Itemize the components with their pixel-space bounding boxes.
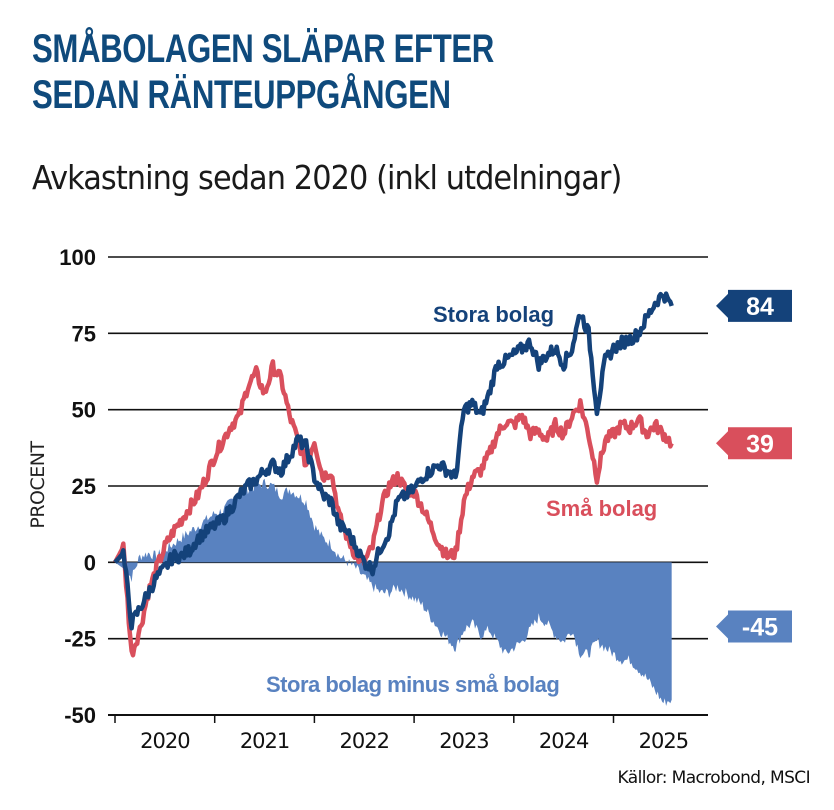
- x-tick-label: 2024: [539, 729, 589, 753]
- diff-area: [115, 478, 672, 706]
- y-tick-label: 0: [84, 550, 96, 575]
- y-tick-label: 75: [72, 321, 96, 346]
- x-tick-label: 2022: [340, 729, 389, 753]
- line-stora-bolag: [113, 291, 674, 631]
- end-label-tag: [716, 610, 792, 643]
- series-lines: [113, 291, 674, 658]
- x-tick-label: 2025: [639, 729, 688, 753]
- end-label-1: 39: [716, 427, 792, 460]
- end-label-tag: [716, 289, 792, 322]
- y-tick-labels: 100 75 50 25 0 -25 -50: [59, 245, 96, 728]
- x-tick-label: 2020: [140, 729, 189, 753]
- x-tick-label: 2023: [439, 729, 488, 753]
- end-labels: 84 39 -45: [716, 289, 792, 643]
- x-axis: 2020 2021 2022 2023 2024 2025: [114, 715, 689, 753]
- end-label-value: 84: [746, 293, 774, 321]
- chart-subtitle: Avkastning sedan 2020 (inkl utdelningar): [32, 158, 622, 197]
- end-label-0: 84: [716, 289, 792, 322]
- y-tick-label: -50: [64, 703, 96, 728]
- y-tick-label: 25: [72, 474, 96, 499]
- chart-title: SMÅBOLAGEN SLÄPAR EFTER SEDAN RÄNTEUPPGÅ…: [32, 26, 494, 118]
- series-label-stora: Stora bolag: [433, 302, 554, 327]
- y-tick-label: 100: [59, 245, 96, 270]
- end-label-tag: [716, 427, 792, 460]
- y-axis-label: PROCENT: [27, 441, 49, 529]
- title-line-2: SEDAN RÄNTEUPPGÅNGEN: [32, 73, 451, 117]
- y-tick-label: 50: [72, 398, 96, 423]
- series-label-sma: Små bolag: [546, 496, 657, 521]
- x-tick-label: 2021: [240, 729, 289, 753]
- end-label-2: -45: [716, 610, 792, 643]
- source-note: Källor: Macrobond, MSCI: [617, 768, 811, 788]
- line-sma-bolag: [113, 359, 674, 658]
- end-label-value: 39: [746, 430, 774, 458]
- diff-area-layer: [115, 478, 672, 706]
- title-line-1: SMÅBOLAGEN SLÄPAR EFTER: [32, 27, 494, 71]
- end-label-value: -45: [742, 613, 778, 641]
- y-tick-label: -25: [64, 627, 96, 652]
- series-label-diff: Stora bolag minus små bolag: [266, 672, 559, 697]
